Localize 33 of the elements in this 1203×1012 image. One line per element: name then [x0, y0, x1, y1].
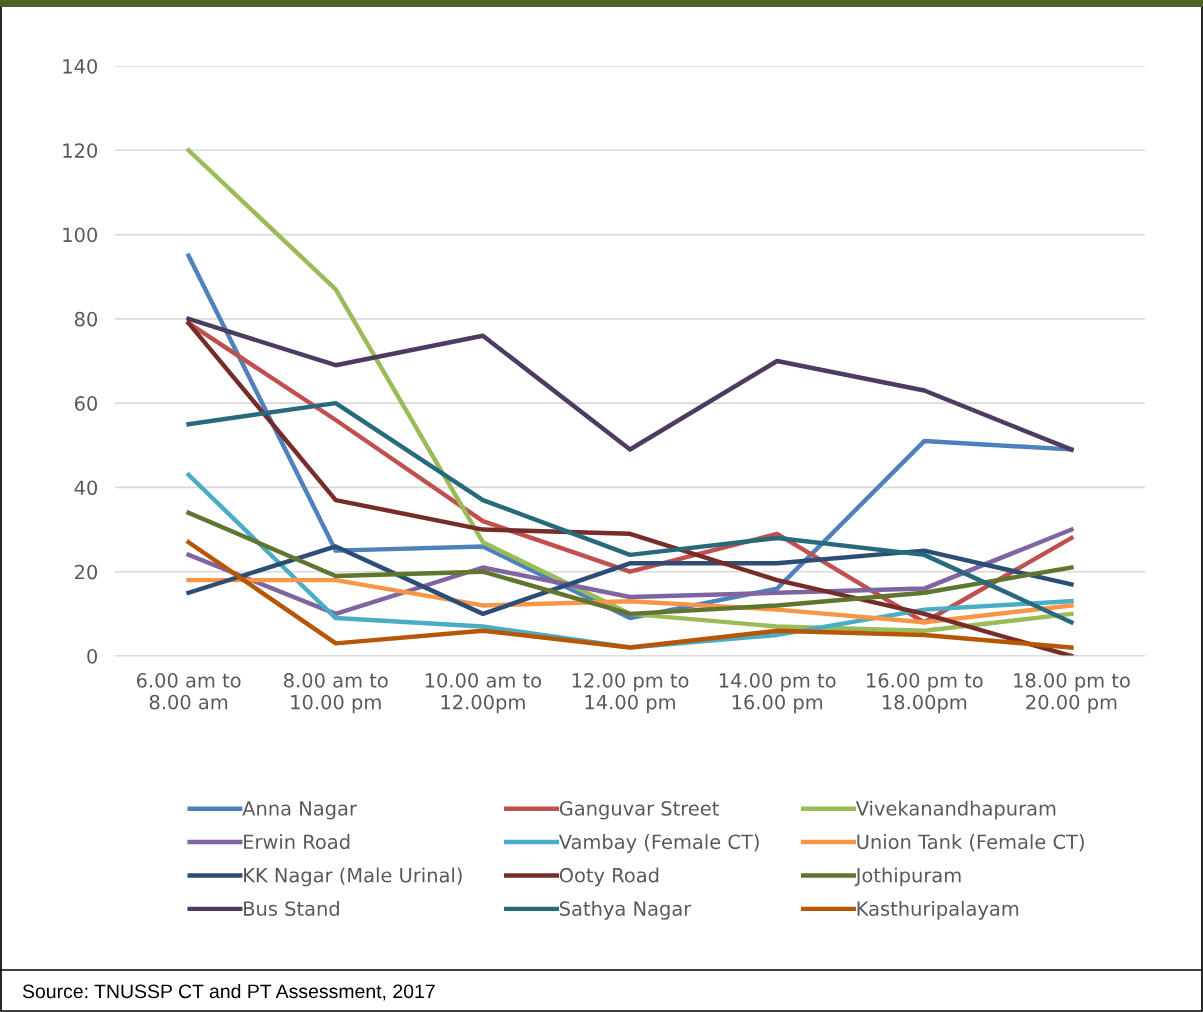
x-tick-label: 16.00 pm to 18.00pm	[867, 673, 983, 714]
x-tick-label: 12.00 pm to 14.00 pm	[572, 673, 689, 714]
legend-label: Ganguvar Street	[559, 801, 719, 820]
legend-label: Anna Nagar	[242, 801, 357, 820]
legend-label: Ooty Road	[559, 867, 659, 887]
legend-label: Kasthuripalayam	[857, 900, 1019, 920]
y-tick-label: 40	[74, 480, 98, 496]
x-tick-label: 10.00 am to 12.00pm	[425, 673, 541, 714]
line-series	[186, 316, 1074, 452]
y-tick-label: 80	[74, 311, 98, 327]
x-tick-label: 8.00 am to 10.00 pm	[284, 673, 388, 714]
y-tick-label: 100	[63, 227, 98, 243]
legend-label: Bus Stand	[244, 900, 339, 916]
x-tick-label: 14.00 pm to 16.00 pm	[719, 673, 836, 714]
legend-label: Jothipuram	[854, 867, 961, 887]
source-note: Source: TNUSSP CT and PT Assessment, 2017	[22, 983, 435, 1001]
legend-label: Vambay (Female CT)	[558, 834, 759, 853]
y-tick-label: 60	[74, 396, 98, 411]
line-series	[186, 539, 1074, 650]
line-series	[186, 510, 1074, 617]
line-series	[186, 400, 1074, 625]
y-tick-label: 0	[87, 648, 98, 664]
legend-label: Erwin Road	[244, 834, 350, 850]
legend-label: Sathya Nagar	[559, 900, 692, 920]
x-tick-label: 6.00 am to 8.00 am	[136, 673, 241, 710]
y-tick-label: 120	[63, 143, 98, 158]
legend-label: Union Tank (Female CT)	[857, 834, 1084, 852]
legend-label: Vivekanandhapuram	[855, 800, 1056, 820]
line-series	[186, 544, 1074, 617]
y-tick-label: 20	[75, 564, 98, 580]
y-tick-label: 140	[63, 58, 98, 74]
x-tick-label: 18.00 pm to 20.00 pm	[1014, 673, 1130, 714]
legend-label: KK Nagar (Male Urinal)	[244, 867, 462, 887]
